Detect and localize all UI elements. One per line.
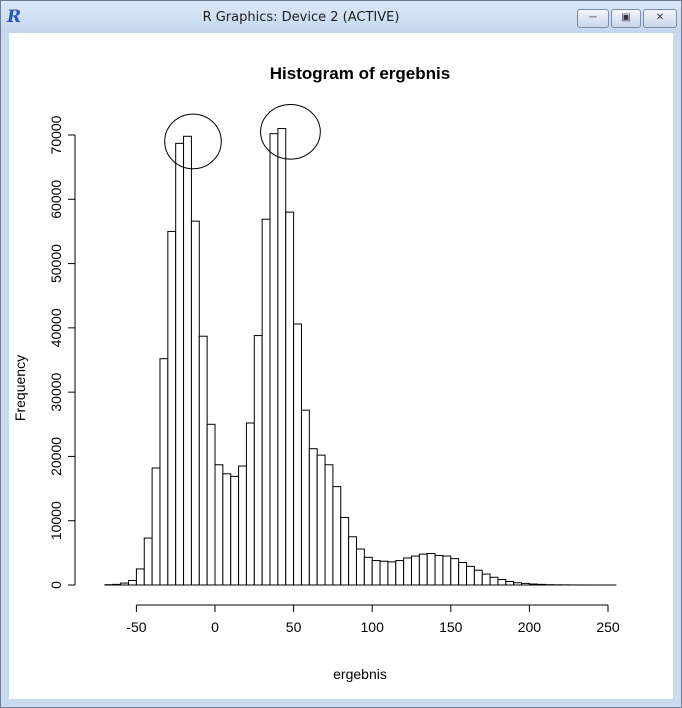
bars-group [104, 128, 617, 586]
y-tick-label: 0 [48, 581, 64, 589]
minimize-button[interactable]: ─ [577, 9, 609, 28]
histogram-bar [371, 560, 381, 586]
peak-ellipse-annotation [164, 113, 222, 170]
title-bar[interactable]: R R Graphics: Device 2 (ACTIVE) ─ ▣ ✕ [1, 1, 681, 33]
histogram-bar [183, 135, 192, 586]
histogram-bar [363, 556, 373, 586]
histogram-bar [379, 560, 389, 586]
histogram-bar [175, 142, 185, 586]
chart-title: Histogram of ergebnis [270, 64, 450, 83]
histogram-bar [151, 467, 161, 586]
histogram-bar [458, 562, 468, 586]
y-tick-label: 70000 [48, 115, 64, 154]
y-axis-label: Frequency [12, 355, 28, 421]
histogram-bar [324, 464, 334, 586]
histogram-bar [238, 465, 247, 586]
x-tick-label: -50 [126, 619, 146, 635]
histogram-bar [411, 555, 420, 586]
histogram-bar [190, 220, 200, 586]
x-axis: -50 0 50 100 150 200 250 [126, 604, 620, 635]
plot-area: Histogram of ergebnis ergebnis Frequency… [9, 33, 673, 699]
histogram-bar [206, 423, 216, 586]
histogram-bar [316, 454, 326, 586]
histogram-bar [135, 568, 145, 586]
histogram-bar [143, 537, 153, 586]
annotations-group [164, 103, 321, 170]
histogram-bar [112, 583, 122, 586]
histogram-bar [418, 553, 428, 586]
y-tick-label: 30000 [48, 372, 64, 411]
histogram-bar [481, 573, 491, 586]
histogram-bar [497, 579, 507, 586]
window-title: R Graphics: Device 2 (ACTIVE) [202, 10, 400, 25]
histogram-bar [450, 558, 460, 586]
histogram-bar [308, 448, 318, 586]
minimize-icon: ─ [589, 12, 597, 23]
y-axis: 0 10000 20000 30000 40000 50000 60000 70000 [48, 115, 76, 589]
histogram-bar [128, 580, 137, 586]
histogram-bar [513, 582, 523, 586]
x-axis-label: ergebnis [333, 666, 387, 682]
peak-ellipse-annotation [260, 103, 321, 160]
histogram-bar [277, 128, 287, 586]
histogram-bar [434, 554, 444, 586]
histogram-bar [230, 475, 240, 586]
y-tick-label: 60000 [48, 180, 64, 219]
histogram-bar [120, 582, 130, 586]
x-tick-label: 250 [596, 619, 620, 635]
histogram-bar [285, 211, 295, 586]
x-tick-label: 100 [361, 619, 385, 635]
histogram-bar [340, 517, 350, 586]
close-button[interactable]: ✕ [643, 9, 677, 28]
histogram-bar [403, 557, 413, 586]
histogram-bar [253, 335, 263, 586]
x-tick-label: 150 [439, 619, 463, 635]
histogram-bar [167, 230, 177, 586]
histogram-bar [521, 582, 530, 586]
histogram-bar [442, 555, 452, 586]
histogram-bar [348, 536, 357, 586]
histogram-bar [245, 422, 255, 586]
close-icon: ✕ [655, 12, 665, 23]
histogram-bar [473, 569, 483, 586]
histogram-bar [222, 473, 232, 586]
x-tick-label: 200 [518, 619, 542, 635]
histogram-bar [300, 409, 310, 586]
histogram-bar [269, 133, 279, 586]
histogram-bar [332, 486, 342, 586]
histogram-bar [198, 335, 208, 586]
y-tick-label: 40000 [48, 308, 64, 347]
x-tick-label: 50 [286, 619, 302, 635]
histogram-bar [159, 358, 169, 586]
histogram-bar [395, 560, 405, 586]
histogram-bar [387, 561, 397, 586]
maximize-icon: ▣ [621, 12, 631, 23]
histogram-bar [489, 576, 499, 586]
y-tick-label: 10000 [48, 501, 64, 540]
y-tick-label: 20000 [48, 437, 64, 476]
histogram-bar [536, 583, 546, 586]
histogram-bar [505, 580, 515, 586]
histogram-bar [355, 548, 365, 586]
y-tick-label: 50000 [48, 244, 64, 283]
histogram-bar [426, 553, 436, 586]
histogram-bar [214, 464, 224, 586]
histogram-bar [466, 565, 475, 586]
maximize-button[interactable]: ▣ [611, 9, 641, 28]
histogram-bar [261, 218, 271, 586]
histogram-bar [528, 583, 538, 586]
x-tick-label: 0 [211, 619, 219, 635]
histogram-bar [293, 323, 302, 586]
histogram-chart: Histogram of ergebnis ergebnis Frequency… [12, 64, 620, 682]
r-logo-icon: R [7, 7, 22, 27]
